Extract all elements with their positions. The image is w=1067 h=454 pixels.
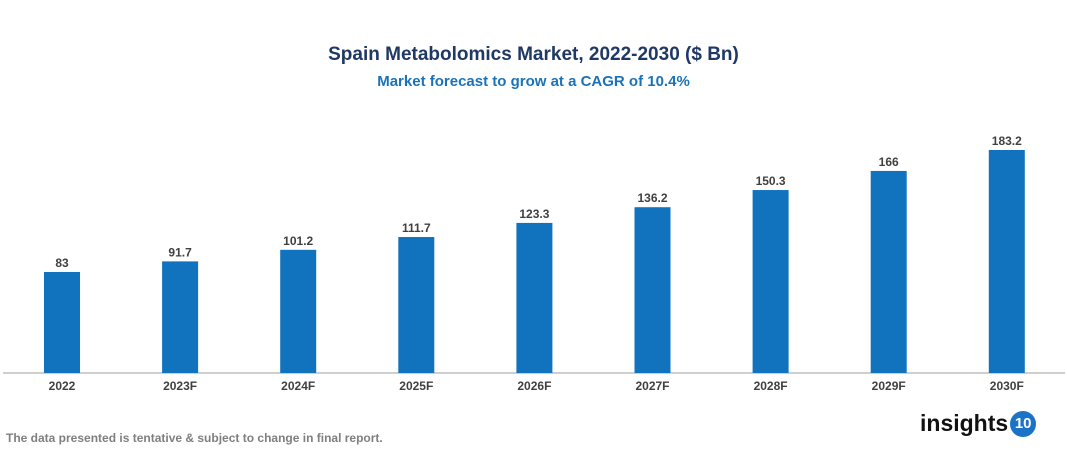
x-tick-label: 2024F xyxy=(281,379,315,393)
x-tick-label: 2025F xyxy=(399,379,433,393)
logo-text: insights xyxy=(920,410,1009,436)
data-label: 83 xyxy=(55,256,69,270)
bar-2024F xyxy=(280,249,317,373)
disclaimer-note: The data presented is tentative & subjec… xyxy=(6,431,383,445)
bar-2028F xyxy=(752,190,789,373)
logo-badge: 10 xyxy=(1010,410,1037,437)
bar-2029F xyxy=(870,170,907,373)
data-label: 136.2 xyxy=(637,191,667,205)
x-tick-label: 2023F xyxy=(163,379,197,393)
x-tick-label: 2028F xyxy=(754,379,788,393)
data-label: 166 xyxy=(879,155,899,169)
bar-2025F xyxy=(398,237,435,373)
bar-2027F xyxy=(634,207,671,373)
x-tick-label: 2026F xyxy=(517,379,551,393)
x-tick-label: 2030F xyxy=(990,379,1024,393)
chart-title: Spain Metabolomics Market, 2022-2030 ($ … xyxy=(328,44,739,65)
bar-2026F xyxy=(516,222,553,373)
data-label: 91.7 xyxy=(168,245,192,259)
data-label: 123.3 xyxy=(519,207,549,221)
data-label: 150.3 xyxy=(756,174,786,188)
data-label: 101.2 xyxy=(283,234,313,248)
x-tick-label: 2029F xyxy=(872,379,906,393)
x-tick-label: 2022 xyxy=(49,379,76,393)
data-label: 111.7 xyxy=(402,221,431,235)
chart-subtitle: Market forecast to grow at a CAGR of 10.… xyxy=(377,73,690,90)
bar-2030F xyxy=(988,150,1025,373)
bar-2022 xyxy=(44,271,80,373)
bar-2023F xyxy=(162,261,199,373)
x-tick-label: 2027F xyxy=(635,379,669,393)
data-label: 183.2 xyxy=(992,134,1022,148)
insights10-logo: insights 10 xyxy=(920,410,1037,437)
